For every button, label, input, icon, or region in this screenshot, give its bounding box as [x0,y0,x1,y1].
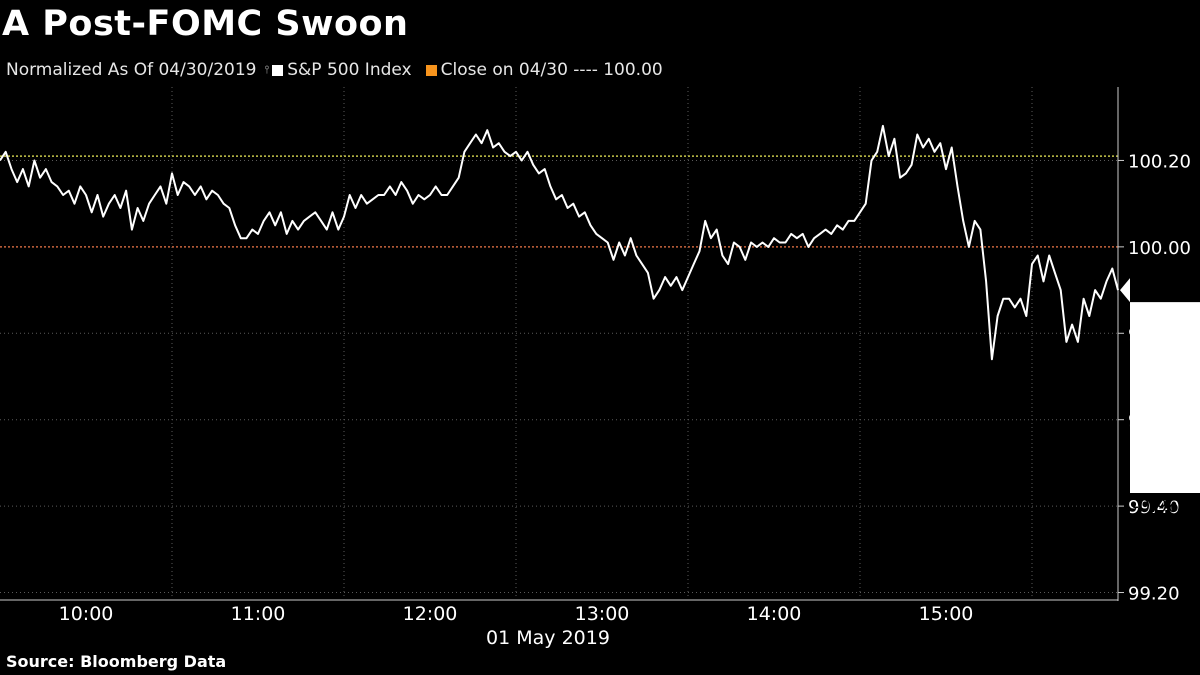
end-tag-change: -0.96 [1149,520,1196,541]
legend-swatch-sp500 [272,64,284,76]
legend-swatch-close [425,64,437,76]
chart-legend: Normalized As Of 04/30/2019 ⫯ S&P 500 In… [6,60,663,80]
chart-subtitle: Normalized As Of 04/30/2019 [6,60,257,80]
y-tick-label: 99.20 [1128,584,1180,605]
end-tag-box [1120,278,1200,493]
x-axis-label: 01 May 2019 [486,627,610,649]
x-tick-label: 15:00 [919,603,974,625]
y-tick-label: 100.00 [1128,238,1191,259]
x-tick-label: 11:00 [231,603,286,625]
y-tick-label: 99.40 [1128,497,1180,518]
source-note: Source: Bloomberg Data [6,652,227,671]
end-tag-last-value: 99.25 [1144,544,1196,565]
series-line-sp500 [0,124,1119,361]
x-tick-label: 14:00 [747,603,802,625]
legend-entry-sp500: S&P 500 Index [287,60,412,80]
x-axis-ticks: 10:00 11:00 12:00 13:00 14:00 15:00 [59,603,974,625]
series-layer [0,124,1119,361]
chart-grid [0,87,1118,599]
pin-icon[interactable]: ⫯ [264,63,270,76]
legend-entry-close: Close on 04/30 ---- 100.00 [440,60,663,80]
chart-axes [0,87,1119,601]
chart-title: A Post-FOMC Swoon [2,4,409,44]
x-tick-label: 13:00 [575,603,630,625]
end-tag-percent: -0.96% [1132,496,1196,517]
y-tick-label: 100.20 [1128,151,1191,172]
end-value-tags: -0.96% -0.96 99.25 [1120,278,1200,565]
x-tick-label: 12:00 [403,603,458,625]
x-tick-label: 10:00 [59,603,114,625]
